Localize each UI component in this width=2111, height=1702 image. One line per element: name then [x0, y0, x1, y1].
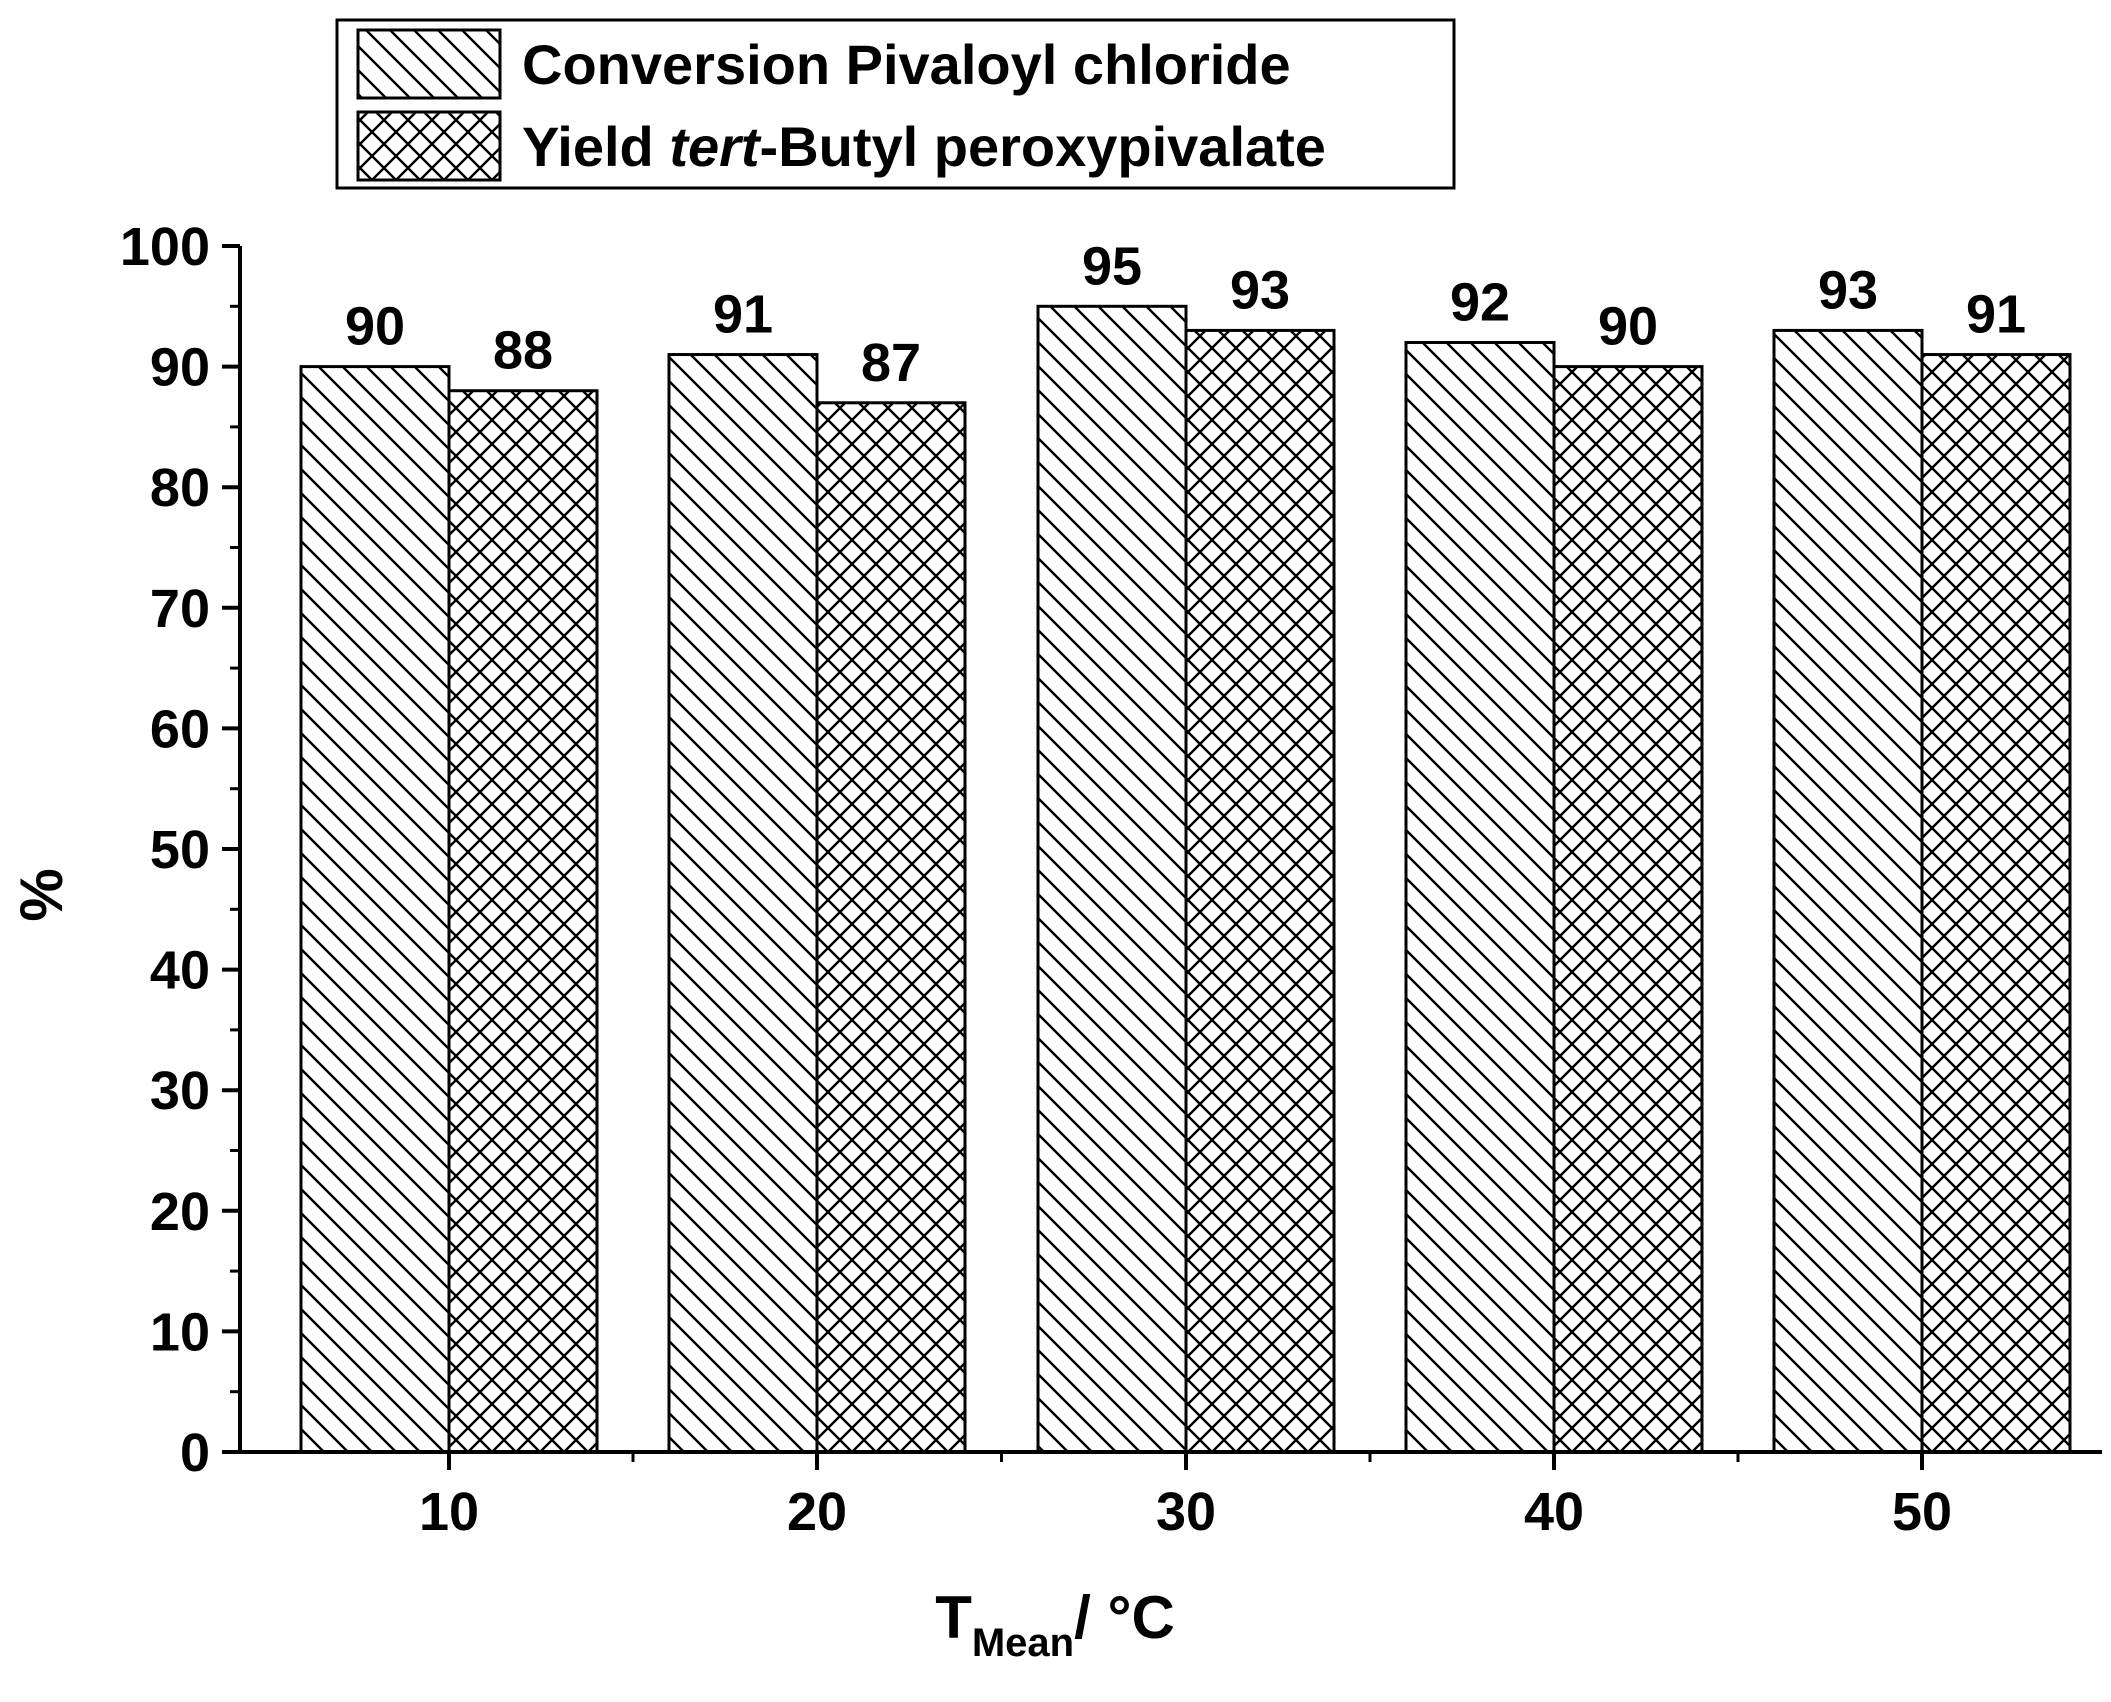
legend-box	[335, 18, 1456, 190]
x-tick-label-10: 10	[419, 1482, 479, 1542]
y-tick-label-30: 30	[150, 1061, 210, 1121]
x-tick-label-50: 50	[1892, 1482, 1952, 1542]
bar-s1-20	[667, 353, 819, 1454]
y-tick-label-90: 90	[150, 338, 210, 398]
y-tick-label-0: 0	[180, 1423, 210, 1483]
data-label-s2-10: 88	[493, 321, 553, 381]
y-tick-label-70: 70	[150, 579, 210, 639]
legend: Conversion Pivaloyl chloride Yield tert-…	[335, 18, 1456, 190]
data-label-s2-50: 91	[1966, 285, 2026, 345]
bar-s1-50	[1772, 328, 1924, 1454]
bar-s2-30	[1184, 328, 1336, 1454]
plot-area: 90 91 95 92 93 88 87 93 90 91 0 10 20 30 40 50 60 70 80 90 1…	[120, 217, 2102, 1542]
bar-s2-10	[447, 389, 599, 1454]
y-tick-label-20: 20	[150, 1182, 210, 1242]
bar-s1-10	[299, 365, 451, 1454]
legend-swatch-yield	[356, 110, 502, 182]
legend-label-conversion: Conversion Pivaloyl chloride	[522, 33, 1291, 96]
y-tick-label-50: 50	[150, 820, 210, 880]
data-label-s1-30: 95	[1082, 236, 1142, 296]
y-tick-label-40: 40	[150, 941, 210, 1001]
bar-s2-50	[1920, 353, 2072, 1454]
legend-entry-conversion: Conversion Pivaloyl chloride	[356, 28, 1291, 100]
data-label-s1-20: 91	[713, 285, 773, 345]
bar-s1-40	[1404, 340, 1556, 1454]
data-label-s2-40: 90	[1598, 297, 1658, 357]
y-tick-label-60: 60	[150, 699, 210, 759]
data-label-s1-10: 90	[345, 297, 405, 357]
bar-s2-20	[815, 401, 967, 1454]
x-tick-label-40: 40	[1524, 1482, 1584, 1542]
y-tick-label-80: 80	[150, 458, 210, 518]
y-tick-label-100: 100	[120, 217, 210, 277]
y-tick-label-10: 10	[150, 1302, 210, 1362]
bar-s2-40	[1552, 365, 1704, 1454]
y-axis-title: %	[8, 868, 75, 921]
legend-swatch-conversion	[356, 28, 502, 100]
data-label-s1-50: 93	[1818, 260, 1878, 320]
data-label-s2-20: 87	[861, 333, 921, 393]
legend-label-yield: Yield tert-Butyl peroxypivalate	[522, 115, 1326, 178]
x-tick-label-20: 20	[787, 1482, 847, 1542]
legend-entry-yield: Yield tert-Butyl peroxypivalate	[356, 110, 1326, 182]
data-label-s2-30: 93	[1230, 260, 1290, 320]
data-label-s1-40: 92	[1450, 272, 1510, 332]
bar-s1-30	[1036, 304, 1188, 1454]
x-axis-title: TMean/ °C	[935, 1584, 1175, 1665]
x-tick-label-30: 30	[1156, 1482, 1216, 1542]
